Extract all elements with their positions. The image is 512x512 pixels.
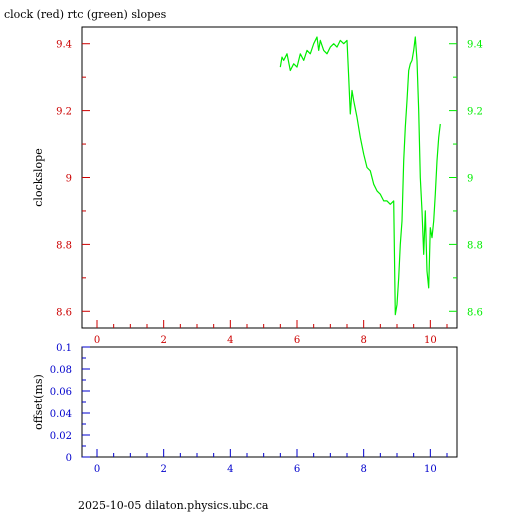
y-tick-label-right: 9 [467,174,473,185]
y-tick-label-right: 9.4 [467,40,483,51]
x-tick-label: 10 [424,464,437,475]
offset-panel: 0 2 4 6 8 10 0 0.02 0.04 0.06 0.08 0.1 offset(ms) [32,343,458,475]
x-tick-label: 8 [360,335,366,346]
x-tick-label: 6 [294,335,300,346]
y-tick-label-right: 8.6 [467,307,483,318]
plot-frame [81,346,458,458]
x-tick-label: 8 [360,464,366,475]
clockslope-panel: 0 2 4 6 8 10 8.6 8.8 9 9.2 9.4 8.6 8.8 9 9.2 9.4 clocksl… [32,26,483,346]
y-axis-title: offset(ms) [32,374,45,430]
y-tick-label-left: 9 [66,174,72,185]
y-tick-label-left: 8.6 [56,307,72,318]
y-tick-label-left: 0.08 [50,365,72,376]
y-tick-label-left: 0.1 [56,343,72,354]
y-axis-title: clockslope [32,148,45,206]
plot-frame [81,26,458,329]
y-tick-label-right: 9.2 [467,107,483,118]
x-tick-label: 0 [94,335,100,346]
chart-title: clock (red) rtc (green) slopes [4,8,167,21]
x-tick-label: 10 [424,335,437,346]
x-tick-label: 6 [294,464,300,475]
y-tick-label-left: 8.8 [56,240,72,251]
x-tick-label: 4 [227,464,233,475]
x-tick-label: 2 [160,464,166,475]
y-tick-label-left: 0.06 [50,387,72,398]
x-tick-label: 2 [160,335,166,346]
footer-text: 2025-10-05 dilaton.physics.ubc.ca [78,499,269,512]
y-tick-label-left: 9.2 [56,107,72,118]
y-tick-label-left: 0.04 [50,409,72,420]
y-tick-label-left: 9.4 [56,40,72,51]
y-tick-label-left: 0 [66,453,72,464]
series-line-green [279,36,441,316]
x-tick-label: 4 [227,335,233,346]
y-tick-label-right: 8.8 [467,240,483,251]
x-tick-label: 0 [94,464,100,475]
y-tick-label-left: 0.02 [50,431,72,442]
